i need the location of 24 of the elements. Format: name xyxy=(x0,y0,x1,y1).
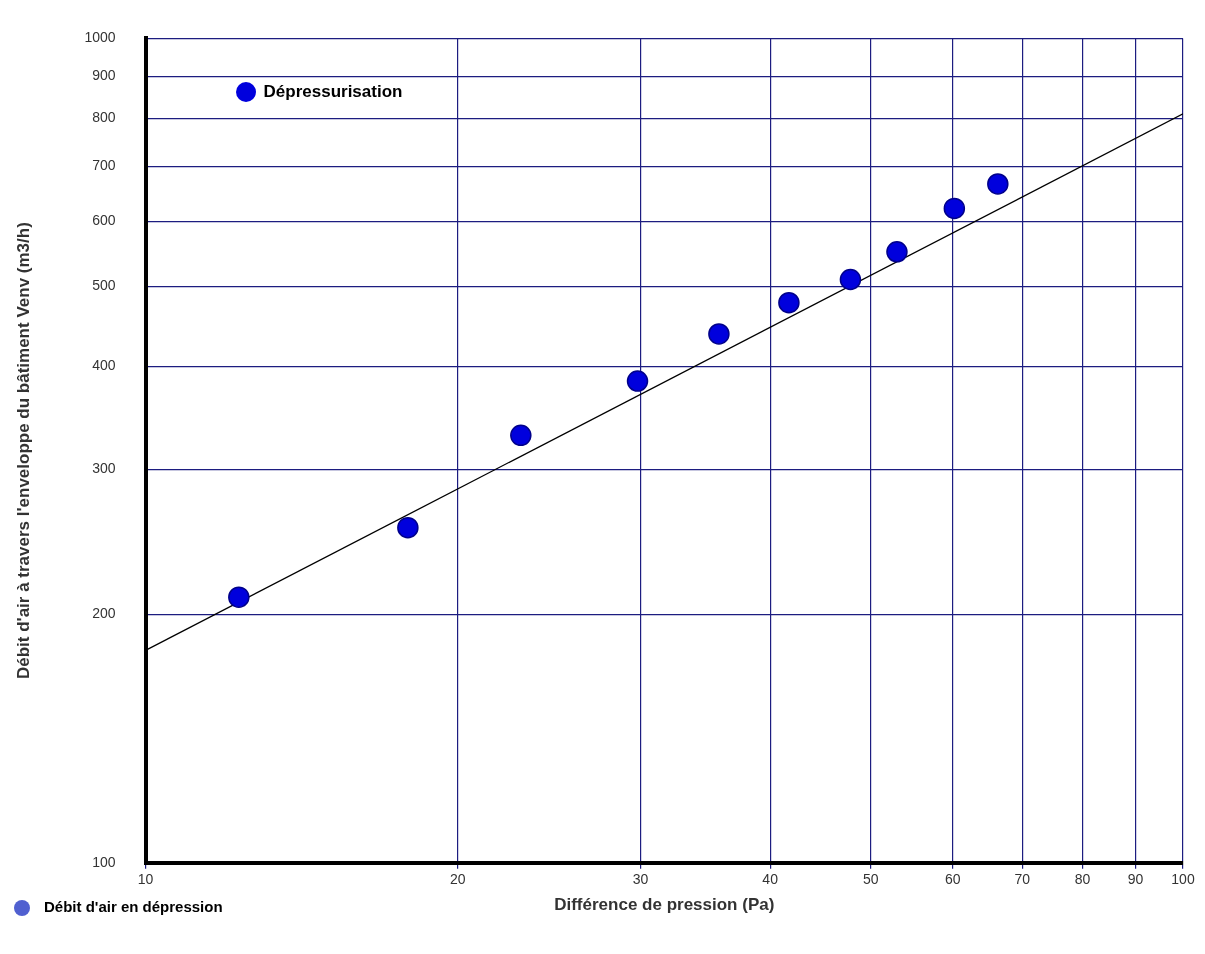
x-tick-label: 50 xyxy=(862,871,879,888)
y-tick-label: 900 xyxy=(92,66,116,83)
y-tick-label: 800 xyxy=(92,109,116,126)
y-tick-label: 200 xyxy=(92,605,116,622)
x-tick-label: 60 xyxy=(945,871,961,888)
x-tick-label: 30 xyxy=(632,871,649,888)
y-tick-label: 400 xyxy=(92,357,116,374)
x-tick-label: 90 xyxy=(1127,871,1144,888)
legend-label: Dépressurisation xyxy=(263,82,403,103)
y-tick-label: 300 xyxy=(92,460,116,477)
y-tick-label: 500 xyxy=(92,277,116,294)
x-axis-title: Différence de pression (Pa) xyxy=(554,895,775,915)
y-axis-title: Débit d'air à travers l'enveloppe du bâtiment Venv (m3/h) xyxy=(13,222,33,680)
x-tick-label: 40 xyxy=(762,871,779,888)
y-tick-label: 1000 xyxy=(84,29,116,46)
x-tick-label: 70 xyxy=(1014,871,1031,888)
x-tick-label: 100 xyxy=(1171,871,1195,888)
y-tick-label: 100 xyxy=(92,853,116,870)
y-tick-label: 700 xyxy=(92,156,116,173)
y-tick-label: 600 xyxy=(92,212,116,229)
x-tick-label: 80 xyxy=(1074,871,1091,888)
text: Débit d'air en dépression xyxy=(44,898,223,916)
x-tick-label: 10 xyxy=(137,871,154,888)
x-tick-label: 20 xyxy=(450,871,466,888)
